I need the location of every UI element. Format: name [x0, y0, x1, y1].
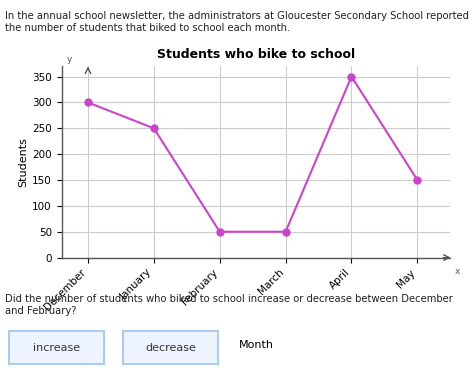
Text: x: x: [455, 267, 460, 276]
Text: y: y: [67, 55, 72, 64]
Text: increase: increase: [33, 343, 81, 353]
Text: In the annual school newsletter, the administrators at Gloucester Secondary Scho: In the annual school newsletter, the adm…: [5, 11, 469, 33]
Y-axis label: Students: Students: [18, 137, 28, 187]
X-axis label: Month: Month: [238, 340, 273, 350]
Text: decrease: decrease: [145, 343, 196, 353]
Title: Students who bike to school: Students who bike to school: [157, 48, 355, 61]
Text: Did the number of students who biked to school increase or decrease between Dece: Did the number of students who biked to …: [5, 294, 453, 316]
